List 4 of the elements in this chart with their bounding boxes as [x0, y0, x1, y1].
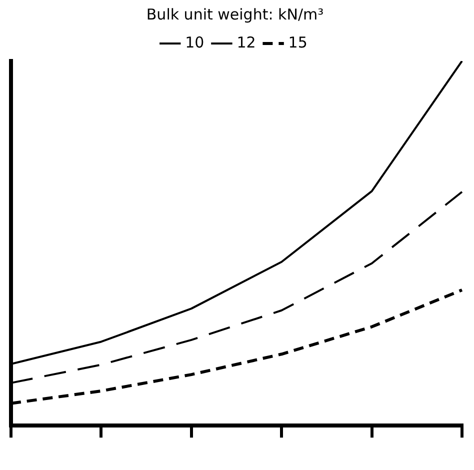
- legend-title: Bulk unit weight: kN/m³: [146, 5, 324, 24]
- legend-label: 10: [185, 33, 204, 52]
- legend-label: 15: [288, 33, 308, 52]
- legend-label: 12: [236, 33, 256, 52]
